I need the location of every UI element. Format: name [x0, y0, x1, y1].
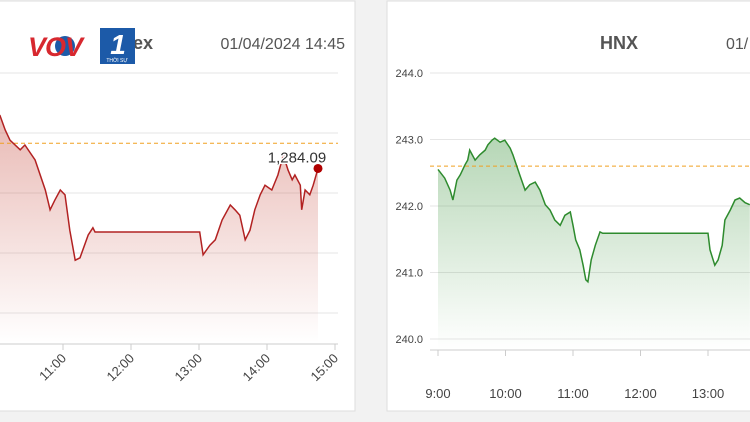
x-tick-label: 13:00: [692, 386, 725, 401]
x-tick-label: 12:00: [624, 386, 657, 401]
chart-title: HNX: [600, 33, 638, 53]
price-line: [437, 137, 750, 284]
x-tick-label: 10:00: [489, 386, 522, 401]
logo-brand: VOV: [28, 32, 85, 62]
y-tick-label: 242.0: [395, 201, 423, 213]
plot-area: [430, 137, 750, 349]
price-line: [0, 114, 319, 262]
logo-globe: [55, 36, 75, 56]
x-tick-label: 9:00: [425, 386, 450, 401]
plot-area: [0, 114, 338, 343]
area-fill: [438, 138, 750, 349]
chart-date: 01/: [726, 36, 749, 53]
last-value-label: 1,284.09: [268, 149, 326, 166]
logo-channel: 1: [110, 29, 126, 60]
logo-box: [100, 28, 135, 64]
last-point: [313, 163, 323, 173]
chart-date: 01/04/2024 14:45: [220, 36, 345, 53]
logo-tagline: THỜI SỰ: [106, 57, 128, 64]
y-tick-label: 240.0: [395, 334, 423, 346]
y-tick-label: 244.0: [395, 68, 423, 80]
x-tick-label: 11:00: [557, 386, 589, 401]
area-fill: [0, 115, 318, 343]
y-tick-label: 243.0: [395, 135, 423, 147]
y-tick-label: 241.0: [395, 268, 423, 280]
